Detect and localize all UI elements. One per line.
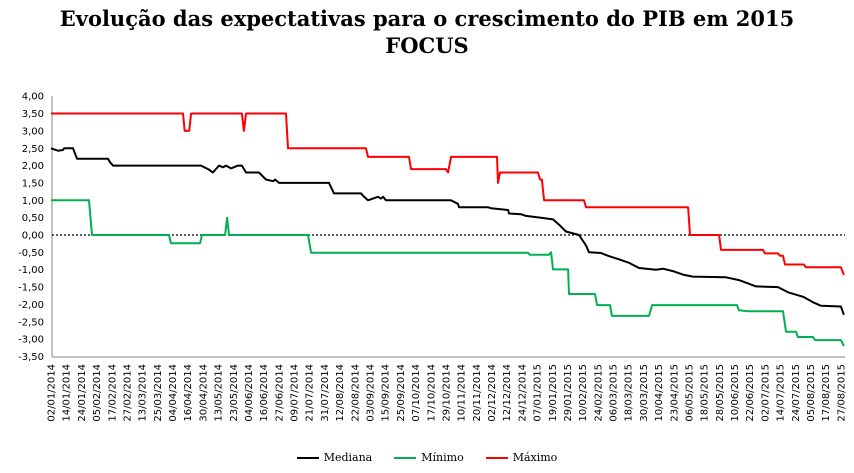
- y-tick-label: 4,00: [22, 92, 44, 103]
- x-tick-label: 02/07/2015: [760, 364, 771, 422]
- x-tick-label: 28/05/2015: [715, 364, 726, 422]
- legend-swatch-minimo: [394, 456, 417, 459]
- y-tick-label: -3,50: [18, 352, 44, 363]
- x-tick-label: 18/05/2015: [700, 364, 711, 422]
- x-tick-label: 12/08/2014: [335, 364, 346, 422]
- x-tick-label: 04/06/2014: [244, 364, 255, 422]
- x-tick-label: 18/03/2015: [624, 364, 635, 422]
- y-tick-label: 1,00: [22, 196, 44, 207]
- x-tick-label: 13/05/2014: [214, 364, 225, 422]
- x-tick-label: 19/01/2015: [548, 364, 559, 422]
- x-tick-label: 09/07/2014: [290, 364, 301, 422]
- legend: Mediana Mínimo Máximo: [0, 451, 854, 464]
- x-tick-label: 23/05/2014: [229, 364, 240, 422]
- x-tick-label: 27/02/2014: [122, 364, 133, 422]
- x-tick-label: 12/12/2014: [502, 364, 513, 422]
- x-tick-label: 13/03/2014: [138, 364, 149, 422]
- x-tick-label: 25/09/2014: [396, 364, 407, 422]
- x-tick-label: 20/11/2014: [472, 364, 483, 422]
- x-tick-label: 24/01/2014: [77, 364, 88, 422]
- x-tick-label: 24/12/2014: [517, 364, 528, 422]
- series-line-maximo: [51, 112, 845, 276]
- y-tick-label: -0,50: [18, 248, 44, 259]
- y-tick-label: -3,00: [18, 335, 44, 346]
- x-tick-label: 10/11/2014: [457, 364, 468, 422]
- y-tick-label: -1,50: [18, 283, 44, 294]
- chart-title: Evolução das expectativas para o crescim…: [59, 6, 795, 31]
- y-tick-label: 3,50: [22, 109, 44, 120]
- legend-item-mediana: Mediana: [296, 451, 373, 464]
- y-tick-label: 2,00: [22, 161, 44, 172]
- x-tick-label: 02/01/2014: [47, 364, 58, 422]
- y-tick-label: 1,50: [22, 178, 44, 189]
- y-tick-label: -2,00: [18, 300, 44, 311]
- x-tick-label: 14/01/2014: [62, 364, 73, 422]
- x-tick-label: 06/03/2015: [609, 364, 620, 422]
- x-tick-label: 14/07/2015: [776, 364, 787, 422]
- x-tick-label: 25/03/2014: [153, 364, 164, 422]
- x-tick-label: 05/02/2014: [92, 364, 103, 422]
- x-tick-label: 22/08/2014: [350, 364, 361, 422]
- x-tick-label: 05/08/2015: [806, 364, 817, 422]
- x-tick-label: 24/07/2015: [791, 364, 802, 422]
- x-tick-label: 31/07/2014: [320, 364, 331, 422]
- legend-label-maximo: Máximo: [512, 451, 558, 464]
- y-tick-label: -2,50: [18, 317, 44, 328]
- x-tick-label: 15/09/2014: [381, 364, 392, 422]
- x-tick-label: 17/02/2014: [107, 364, 118, 422]
- x-tick-label: 10/04/2015: [654, 364, 665, 422]
- x-tick-label: 30/03/2015: [639, 364, 650, 422]
- legend-label-minimo: Mínimo: [421, 451, 464, 464]
- x-tick-label: 29/10/2014: [441, 364, 452, 422]
- x-tick-label: 17/10/2014: [426, 364, 437, 422]
- x-tick-label: 27/06/2014: [274, 364, 285, 422]
- x-tick-label: 29/01/2015: [563, 364, 574, 422]
- x-tick-label: 23/04/2015: [669, 364, 680, 422]
- series-line-mediana: [50, 147, 845, 316]
- x-tick-label: 10/06/2015: [730, 364, 741, 422]
- x-tick-label: 24/02/2015: [593, 364, 604, 422]
- x-tick-label: 06/05/2015: [684, 364, 695, 422]
- y-tick-label: 3,00: [22, 126, 44, 137]
- x-tick-label: 27/08/2015: [836, 364, 847, 422]
- x-tick-label: 22/06/2015: [745, 364, 756, 422]
- y-tick-label: 0,50: [22, 213, 44, 224]
- x-tick-label: 07/01/2015: [533, 364, 544, 422]
- x-tick-label: 10/02/2015: [578, 364, 589, 422]
- x-tick-label: 16/04/2014: [183, 364, 194, 422]
- x-tick-label: 07/10/2014: [411, 364, 422, 422]
- legend-item-minimo: Mínimo: [394, 451, 464, 464]
- x-tick-label: 04/04/2014: [168, 364, 179, 422]
- x-tick-label: 16/06/2014: [259, 364, 270, 422]
- x-tick-label: 17/08/2015: [821, 364, 832, 422]
- legend-label-mediana: Mediana: [323, 451, 373, 464]
- y-tick-label: 2,50: [22, 144, 44, 155]
- x-tick-label: 30/04/2014: [198, 364, 209, 422]
- y-tick-label: 0,00: [22, 231, 44, 242]
- legend-swatch-maximo: [485, 456, 508, 459]
- series-line-minimo: [51, 199, 845, 347]
- x-tick-label: 03/09/2014: [365, 364, 376, 422]
- x-tick-label: 02/12/2014: [487, 364, 498, 422]
- chart-subtitle: FOCUS: [385, 33, 469, 58]
- x-tick-label: 21/07/2014: [305, 364, 316, 422]
- y-tick-label: -1,00: [18, 265, 44, 276]
- legend-swatch-mediana: [296, 456, 319, 459]
- legend-item-maximo: Máximo: [485, 451, 558, 464]
